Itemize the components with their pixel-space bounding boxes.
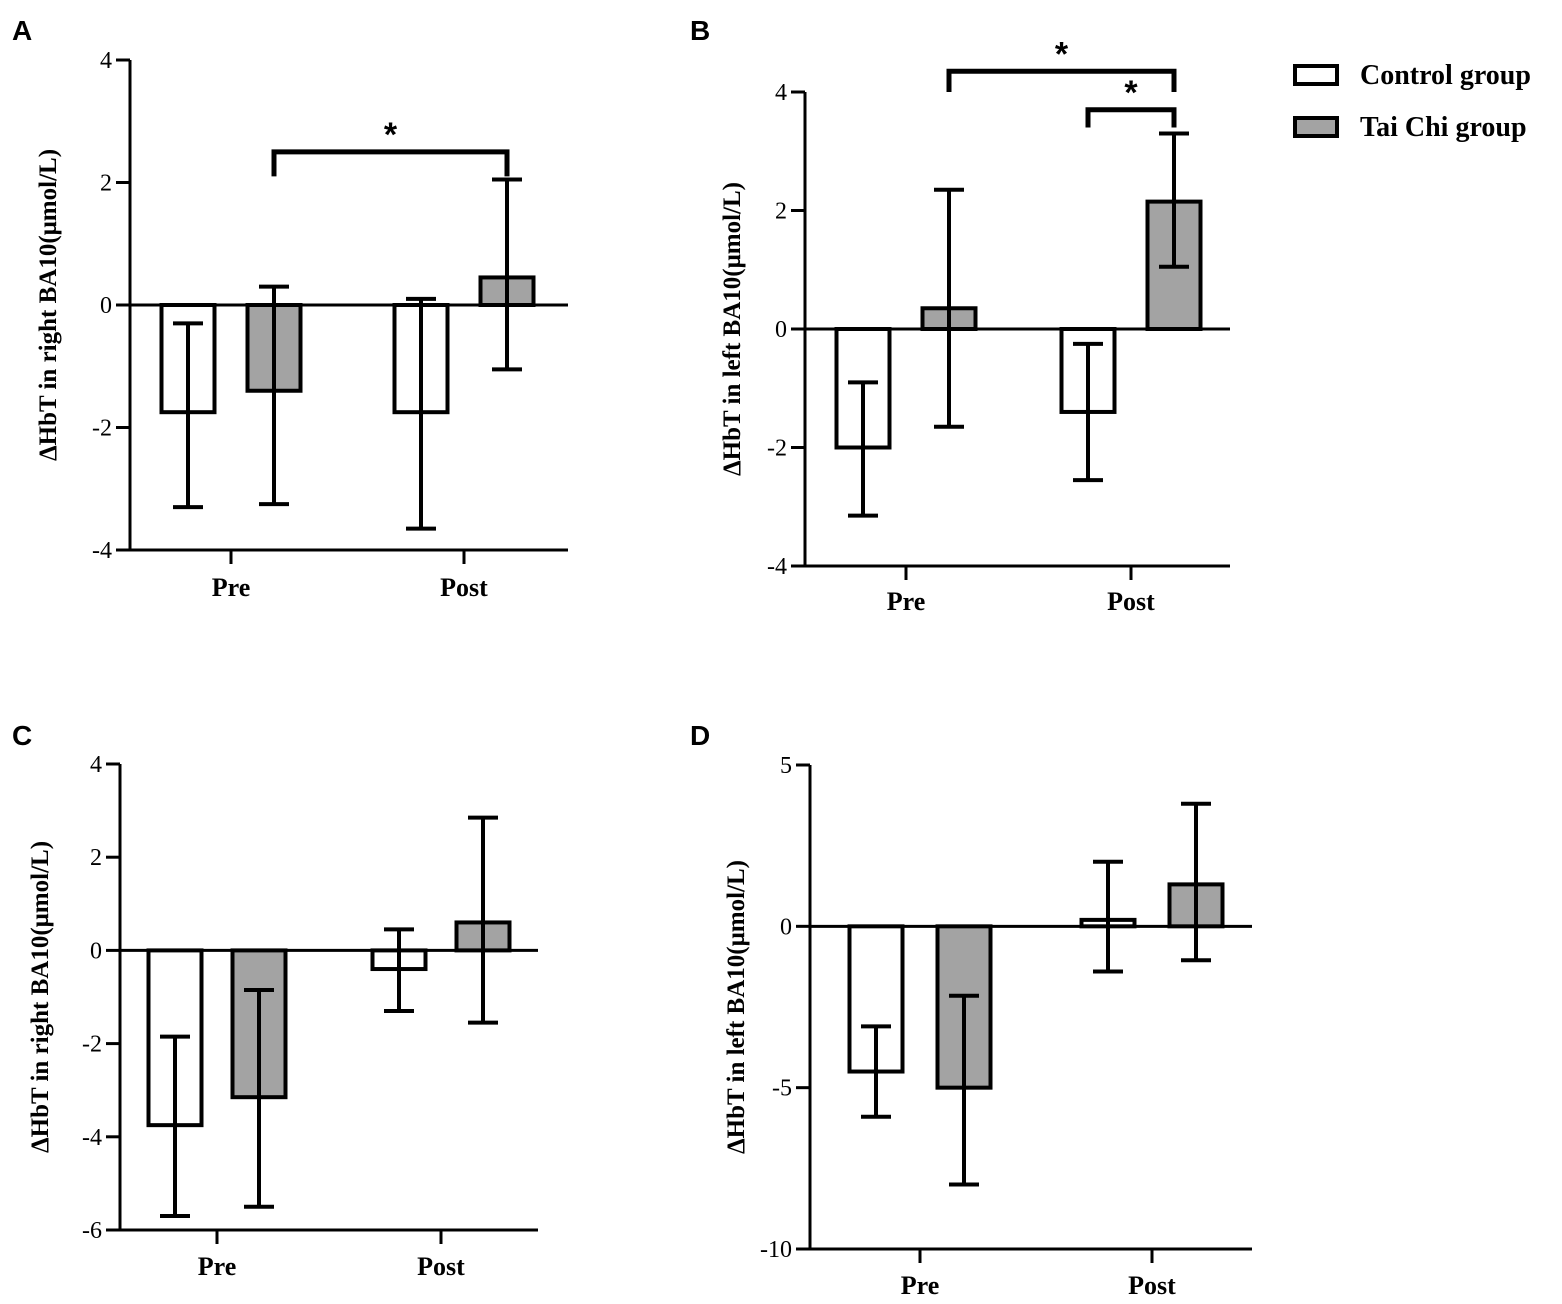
panel-letter-a: A <box>12 15 32 46</box>
y-axis-title: ΔHbT in left BA10(μmol/L) <box>719 182 746 476</box>
chart-panel-a: A 4 2 0 -2 -4 Pre Post ΔHbT in right BA10(μmol/L… <box>12 15 568 602</box>
significance-bracket-1: * <box>271 116 510 177</box>
legend-item-taichi: Tai Chi group <box>1293 112 1527 143</box>
chart-panel-d: D 5 0 -5 -10 Pre Post ΔHbT in left BA10(μmol/L) <box>690 720 1252 1300</box>
y-tick-label: 0 <box>100 293 112 319</box>
legend-label-taichi: Tai Chi group <box>1360 112 1527 143</box>
bracket-line <box>1085 107 1177 128</box>
x-category-label: Post <box>440 573 488 602</box>
y-tick-label: 0 <box>90 938 102 964</box>
y-tick-label: 4 <box>775 80 787 106</box>
error-bar-taichi-pre <box>259 284 289 507</box>
significance-star: * <box>384 116 398 154</box>
panel-letter-c: C <box>12 720 32 751</box>
y-tick-label: -2 <box>82 1032 102 1058</box>
y-tick-label: 2 <box>775 199 787 225</box>
y-tick-label: -2 <box>92 416 112 442</box>
significance-star: * <box>1055 35 1069 73</box>
y-tick-label: -4 <box>767 554 787 580</box>
y-tick-label: 5 <box>780 753 792 779</box>
significance-bracket-1: * <box>946 35 1177 92</box>
legend-swatch-taichi <box>1293 116 1339 138</box>
error-bar-control-post <box>406 296 436 531</box>
y-tick-label: -2 <box>767 436 787 462</box>
y-tick-label: -5 <box>772 1076 792 1102</box>
legend-swatch-control <box>1293 64 1339 86</box>
error-bar-taichi-pre <box>244 988 274 1209</box>
error-bar-control-pre <box>848 380 878 518</box>
y-tick-label: -10 <box>760 1237 792 1263</box>
x-category-label: Pre <box>198 1252 237 1281</box>
panel-letter-b: B <box>690 15 710 46</box>
panel-letter-d: D <box>690 720 710 751</box>
y-axis-title: ΔHbT in right BA10(μmol/L) <box>35 149 62 461</box>
error-bar-control-pre <box>160 1034 190 1219</box>
error-bar-control-pre <box>173 321 203 510</box>
significance-bracket-2: * <box>1085 74 1177 128</box>
error-bar-taichi-post <box>1181 801 1211 963</box>
x-category-label: Pre <box>901 1271 940 1300</box>
error-bar-taichi-pre <box>934 187 964 429</box>
error-bar-taichi-post <box>468 815 498 1025</box>
legend: Control group Tai Chi group <box>1293 60 1531 143</box>
x-category-label: Post <box>417 1252 465 1281</box>
error-bar-taichi-post <box>1159 131 1189 269</box>
error-bar-control-pre <box>861 1024 891 1119</box>
legend-label-control: Control group <box>1360 60 1531 91</box>
y-axis-title: ΔHbT in right BA10(μmol/L) <box>27 841 54 1153</box>
y-tick-label: 0 <box>780 914 792 940</box>
x-category-label: Post <box>1128 1271 1176 1300</box>
error-bar-control-post <box>384 927 414 1013</box>
y-tick-label: -6 <box>82 1218 102 1244</box>
x-category-label: Pre <box>212 573 251 602</box>
y-tick-label: 4 <box>100 48 112 74</box>
error-bar-control-post <box>1073 341 1103 483</box>
y-tick-label: -4 <box>82 1125 102 1151</box>
legend-item-control: Control group <box>1293 60 1531 91</box>
y-tick-label: 4 <box>90 752 102 778</box>
significance-star: * <box>1124 74 1138 112</box>
chart-panel-b: B 4 2 0 -2 -4 Pre Post ΔHbT in left BA10(μmol/L)… <box>690 15 1230 616</box>
y-tick-label: 2 <box>100 171 112 197</box>
error-bar-control-post <box>1093 859 1123 974</box>
x-category-label: Pre <box>887 587 926 616</box>
y-tick-label: -4 <box>92 538 112 564</box>
error-bar-taichi-pre <box>949 993 979 1187</box>
x-category-label: Post <box>1107 587 1155 616</box>
bracket-line <box>946 68 1177 92</box>
y-tick-label: 0 <box>775 317 787 343</box>
chart-panel-c: C 4 2 0 -2 -4 -6 Pre Post ΔHbT in right BA10(μmol… <box>12 720 538 1281</box>
error-bar-taichi-post <box>492 177 522 372</box>
bracket-line <box>271 149 510 177</box>
y-axis-title: ΔHbT in left BA10(μmol/L) <box>723 860 750 1154</box>
y-tick-label: 2 <box>90 845 102 871</box>
